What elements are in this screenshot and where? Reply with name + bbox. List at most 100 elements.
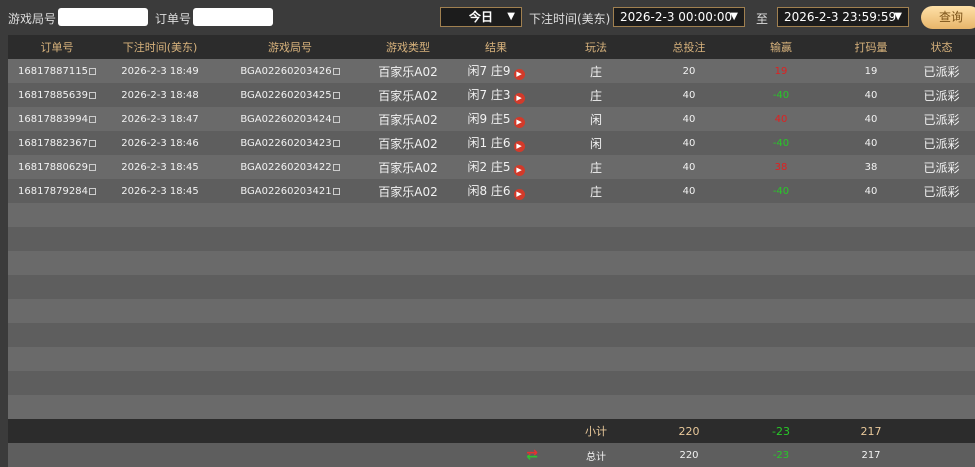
- cell-total-bet: 40: [650, 162, 728, 173]
- cell-bet-time: 2026-2-3 18:45: [106, 162, 214, 173]
- header-win-loss: 输赢: [770, 41, 792, 54]
- header-bet-type: 玩法: [585, 41, 607, 54]
- query-button[interactable]: 查询: [921, 6, 975, 29]
- cell-round-no: BGA02260203425: [214, 90, 366, 101]
- copy-icon[interactable]: [89, 139, 96, 147]
- copy-icon[interactable]: [332, 67, 340, 75]
- empty-row: [8, 299, 975, 323]
- play-replay-icon[interactable]: ▶: [513, 69, 525, 80]
- copy-icon[interactable]: [332, 91, 340, 99]
- bet-time-value: 2026-2-3 18:45: [121, 161, 199, 173]
- round-no-value: BGA02260203424: [240, 113, 332, 125]
- copy-icon[interactable]: [89, 91, 96, 99]
- empty-row: [8, 371, 975, 395]
- empty-row: [8, 251, 975, 275]
- valid-bet-value: 40: [864, 89, 878, 101]
- subtotal-label: 小计: [585, 425, 607, 438]
- bet-type-value: 闲: [589, 136, 602, 151]
- header-total-bet: 总投注: [672, 41, 706, 54]
- bet-type-value: 庄: [589, 184, 602, 199]
- subtotal-row: 小计 220 -23 217: [8, 419, 975, 443]
- cell-order-no: 16817879284: [8, 186, 106, 197]
- bet-time-value: 2026-2-3 18:46: [121, 137, 199, 149]
- header-valid-bet: 打码量: [854, 41, 888, 54]
- bet-records-table: 订单号 下注时间(美东) 游戏局号 游戏类型 结果 玩法 总投注 输赢 打码量 状态 168178…: [8, 35, 975, 467]
- total-winloss: -23: [772, 449, 790, 461]
- total-bet-value: 40: [682, 185, 696, 197]
- copy-icon[interactable]: [89, 67, 96, 75]
- copy-icon[interactable]: [332, 187, 340, 195]
- cell-status: 已派彩: [908, 87, 975, 104]
- game-type-value: 百家乐A02: [378, 64, 438, 79]
- copy-icon[interactable]: [89, 115, 96, 123]
- cell-bet-time: 2026-2-3 18:46: [106, 138, 214, 149]
- header-order-no: 订单号: [40, 41, 74, 54]
- win-loss-value: 38: [774, 161, 788, 173]
- play-replay-icon[interactable]: ▶: [513, 117, 525, 128]
- time-label: 下注时间(美东): [529, 12, 611, 26]
- period-select[interactable]: 今日 ▼: [440, 7, 522, 27]
- play-replay-icon[interactable]: ▶: [513, 141, 525, 152]
- copy-icon[interactable]: [332, 139, 340, 147]
- cell-valid-bet: 40: [834, 138, 908, 149]
- bet-time-value: 2026-2-3 18:48: [121, 89, 199, 101]
- total-bet-value: 40: [682, 89, 696, 101]
- empty-row: [8, 227, 975, 251]
- copy-icon[interactable]: [89, 187, 96, 195]
- order-no-value: 16817883994: [18, 113, 88, 125]
- start-time-select[interactable]: 2026-2-3 00:00:00 ▼: [613, 7, 745, 27]
- cell-status: 已派彩: [908, 135, 975, 152]
- cell-total-bet: 40: [650, 186, 728, 197]
- cell-game-type: 百家乐A02: [366, 87, 450, 104]
- subtotal-bet: 220: [678, 424, 700, 438]
- order-input[interactable]: [193, 8, 273, 26]
- copy-icon[interactable]: [89, 163, 96, 171]
- status-value: 已派彩: [923, 88, 960, 103]
- total-row: ⇄ 总计 220 -23 217: [8, 443, 975, 467]
- play-replay-icon[interactable]: ▶: [513, 189, 525, 200]
- valid-bet-value: 40: [864, 185, 878, 197]
- end-time-select[interactable]: 2026-2-3 23:59:59 ▼: [777, 7, 909, 27]
- game-type-value: 百家乐A02: [378, 160, 438, 175]
- cell-status: 已派彩: [908, 183, 975, 200]
- total-label: 总计: [586, 451, 606, 463]
- copy-icon[interactable]: [332, 163, 340, 171]
- result-value: 闲2 庄5: [467, 160, 511, 174]
- to-label: 至: [756, 12, 769, 26]
- cell-total-bet: 40: [650, 90, 728, 101]
- cell-valid-bet: 40: [834, 114, 908, 125]
- result-value: 闲1 庄6: [467, 136, 511, 150]
- table-row: 16817882367 2026-2-3 18:46 BGA02260203423 百…: [8, 131, 975, 155]
- win-loss-value: -40: [772, 89, 790, 101]
- copy-icon[interactable]: [332, 115, 340, 123]
- total-bet-value: 40: [682, 113, 696, 125]
- cell-bet-time: 2026-2-3 18:47: [106, 114, 214, 125]
- valid-bet-value: 38: [864, 161, 878, 173]
- cell-total-bet: 40: [650, 138, 728, 149]
- cell-win-loss: -40: [728, 138, 834, 149]
- cell-bet-type: 庄: [542, 183, 650, 200]
- status-value: 已派彩: [923, 112, 960, 127]
- order-label: 订单号: [155, 12, 192, 26]
- chevron-down-icon: ▼: [894, 11, 902, 22]
- order-no-value: 16817885639: [18, 89, 88, 101]
- cell-result: 闲7 庄9 ▶: [450, 62, 542, 80]
- play-replay-icon[interactable]: ▶: [513, 93, 525, 104]
- table-row: 16817887115 2026-2-3 18:49 BGA02260203426 百…: [8, 59, 975, 83]
- round-no-value: BGA02260203423: [240, 137, 332, 149]
- cell-game-type: 百家乐A02: [366, 183, 450, 200]
- header-game-type: 游戏类型: [386, 41, 430, 54]
- bet-type-value: 庄: [589, 160, 602, 175]
- game-type-value: 百家乐A02: [378, 112, 438, 127]
- end-time-value: 2026-2-3 23:59:59: [784, 10, 897, 24]
- result-value: 闲7 庄3: [467, 88, 511, 102]
- total-bet: 220: [679, 449, 699, 461]
- round-no-value: BGA02260203421: [240, 185, 332, 197]
- play-replay-icon[interactable]: ▶: [513, 165, 525, 176]
- cell-bet-type: 闲: [542, 135, 650, 152]
- filter-bar: 游戏局号 订单号 今日 ▼ 下注时间(美东) 2026-2-3 00:00:00 ▼…: [0, 0, 975, 35]
- cell-valid-bet: 40: [834, 186, 908, 197]
- refresh-icon[interactable]: ⇄: [526, 447, 538, 463]
- round-input[interactable]: [58, 8, 148, 26]
- bet-type-value: 庄: [589, 88, 602, 103]
